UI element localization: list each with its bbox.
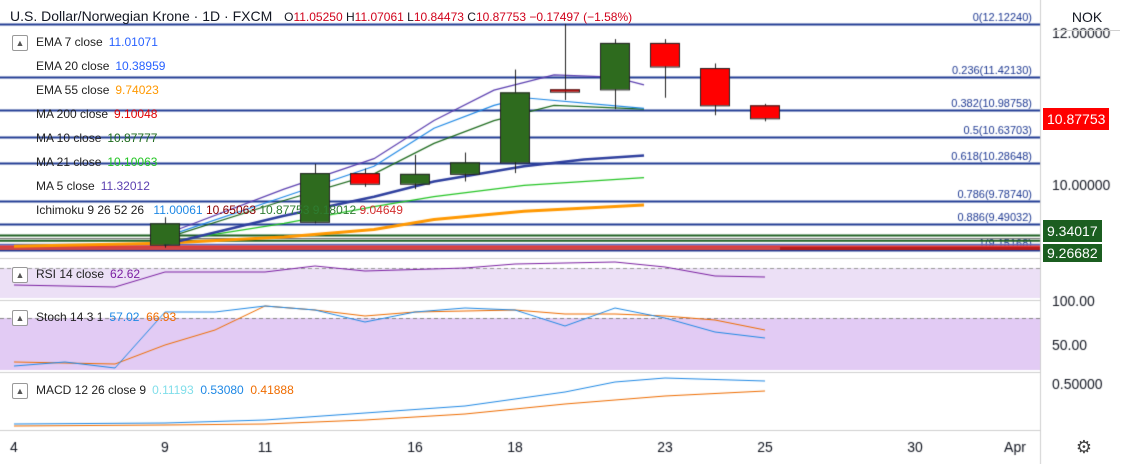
legend-ichimoku[interactable]: Ichimoku 9 26 52 26 11.00061 10.65063 10… <box>36 203 403 217</box>
rsi-legend[interactable]: ▲ RSI 14 close 62.62 <box>12 267 140 283</box>
source-label: FXCM <box>232 8 273 24</box>
macd-legend[interactable]: ▲ MACD 12 26 close 9 0.11193 0.53080 0.418… <box>12 383 294 399</box>
chart-header: U.S. Dollar/Norwegian Krone · 1D · FXCM … <box>10 8 633 24</box>
current-price-tag: 10.87753 <box>1043 108 1110 130</box>
price-tag-2: 9.26682 <box>1043 244 1102 262</box>
ohlc-values: O11.05250 H11.07061 L10.84473 C10.87753 … <box>284 10 633 24</box>
open-value: 11.05250 <box>293 10 343 24</box>
close-value: 10.87753 <box>475 10 526 24</box>
high-value: 11.07061 <box>354 10 404 24</box>
collapse-icon[interactable]: ▲ <box>12 267 28 283</box>
change-value: −0.17497 <box>529 10 580 24</box>
legend-ma5[interactable]: MA 5 close 11.32012 <box>36 179 150 193</box>
interval-label[interactable]: 1D <box>202 8 221 24</box>
legend-ma200[interactable]: MA 200 close 9.10048 <box>36 107 158 121</box>
change-percent: (−1.58%) <box>583 10 633 24</box>
settings-gear-icon[interactable]: ⚙ <box>1075 437 1093 457</box>
legend-ma10[interactable]: MA 10 close 10.87777 <box>36 131 158 145</box>
legend-ema55[interactable]: EMA 55 close 9.74023 <box>36 83 159 97</box>
symbol-title: U.S. Dollar/Norwegian Krone <box>10 8 190 24</box>
indicator-legend: ▲ EMA 7 close 11.01071 EMA 20 close 10.3895… <box>12 30 403 222</box>
legend-ema20[interactable]: EMA 20 close 10.38959 <box>36 59 166 73</box>
currency-label[interactable]: NOK <box>1054 4 1120 31</box>
collapse-icon[interactable]: ▲ <box>12 34 28 51</box>
price-tag-1: 9.34017 <box>1043 220 1102 242</box>
stoch-legend[interactable]: ▲ Stoch 14 3 1 57.02 66.93 <box>12 310 176 326</box>
low-value: 10.84473 <box>413 10 464 24</box>
legend-ema7[interactable]: ▲ EMA 7 close 11.01071 <box>12 30 403 54</box>
collapse-icon[interactable]: ▲ <box>12 310 28 326</box>
collapse-icon[interactable]: ▲ <box>12 383 28 399</box>
legend-ma21[interactable]: MA 21 close 10.10063 <box>36 155 158 169</box>
